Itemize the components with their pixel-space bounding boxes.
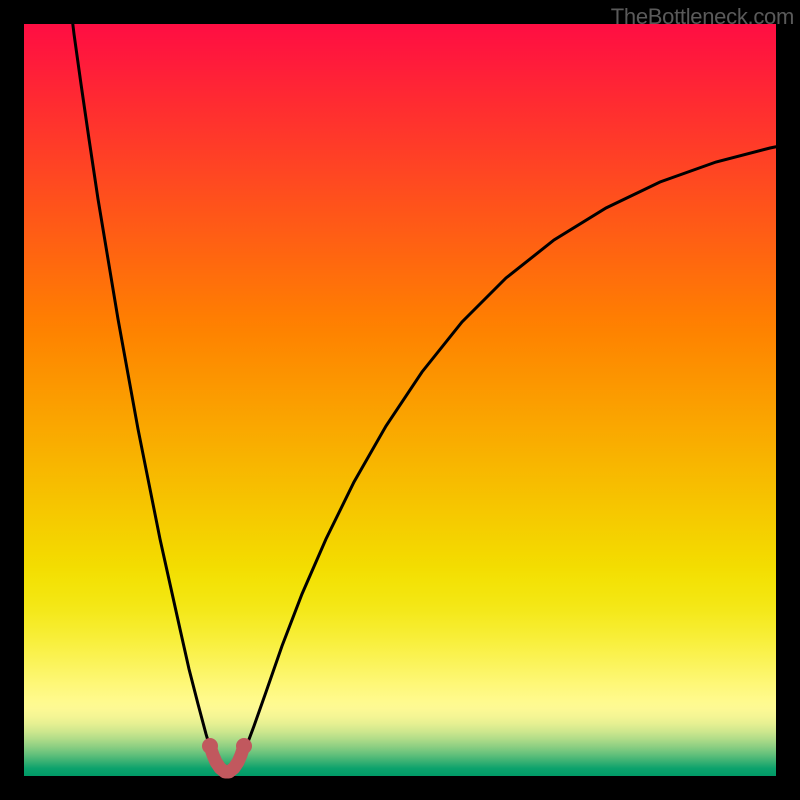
base-dot-right [236,738,252,754]
curve-right-branch [239,139,800,764]
curve-layer [24,24,776,776]
plot-area [24,24,776,776]
curve-left-branch [68,0,217,764]
watermark-text: TheBottleneck.com [611,4,794,30]
base-dot-left [202,738,218,754]
